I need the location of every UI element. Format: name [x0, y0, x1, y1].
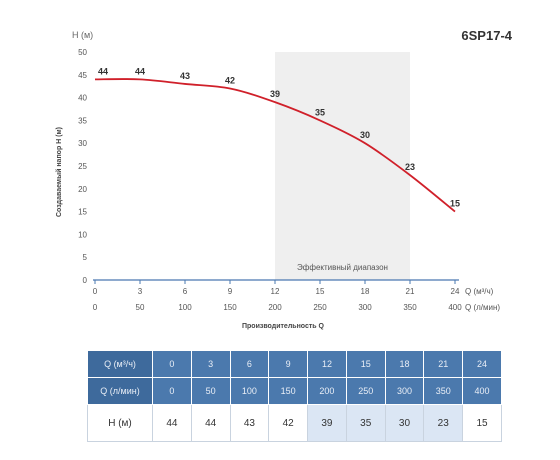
data-label: 42 — [225, 75, 235, 85]
table-cell: 0 — [152, 350, 192, 378]
row-label-flow-m3h: Q (м³/ч) — [87, 350, 153, 378]
x-axis-title: Производительность Q — [242, 323, 325, 330]
table-cell: 42 — [268, 404, 309, 442]
y-tick-label: 30 — [78, 139, 87, 148]
data-label: 39 — [270, 89, 280, 99]
y-tick-label: 5 — [83, 253, 88, 262]
table-cell: 21 — [423, 350, 464, 378]
table-cell: 18 — [384, 350, 425, 378]
y-tick-label: 20 — [78, 185, 87, 194]
performance-table: Q (м³/ч) 0 3 6 9 12 15 18 21 24 Q (л/мин… — [87, 350, 502, 442]
table-cell: 350 — [423, 377, 464, 405]
table-cell: 400 — [462, 377, 502, 405]
table-row: Q (м³/ч) 0 3 6 9 12 15 18 21 24 — [87, 350, 502, 378]
data-label: 35 — [315, 107, 325, 117]
x-tick-label-lmin: 300 — [358, 303, 372, 312]
table-cell: 50 — [190, 377, 231, 405]
table-cell: 9 — [268, 350, 309, 378]
x-tick-label-lmin: 150 — [223, 303, 237, 312]
y-tick-label: 15 — [78, 208, 87, 217]
data-label: 23 — [405, 162, 415, 172]
data-label: 44 — [98, 66, 108, 76]
y-tick-label: 0 — [83, 276, 88, 285]
table-cell: 200 — [307, 377, 347, 405]
x-tick-label-lmin: 250 — [313, 303, 327, 312]
data-label: 44 — [135, 66, 145, 76]
table-cell: 6 — [229, 350, 270, 378]
table-cell: 39 — [307, 404, 347, 442]
table-cell: 30 — [384, 404, 425, 442]
table-cell: 43 — [229, 404, 270, 442]
x-tick-label-m3h: 12 — [271, 287, 280, 296]
x-axis-primary-label: Q (м³/ч) — [465, 287, 494, 296]
table-row: Q (л/мин) 0 50 100 150 200 250 300 350 4… — [87, 377, 502, 405]
data-label: 15 — [450, 199, 460, 209]
table-cell: 100 — [229, 377, 270, 405]
effective-range-band — [275, 52, 410, 280]
x-axis-secondary-label: Q (л/мин) — [465, 303, 500, 312]
table-cell: 44 — [190, 404, 231, 442]
x-tick-label-m3h: 0 — [93, 287, 98, 296]
table-row: H (м) 44 44 43 42 39 35 30 23 15 — [87, 404, 502, 442]
x-tick-label-m3h: 9 — [228, 287, 233, 296]
x-tick-label-lmin: 350 — [403, 303, 417, 312]
y-tick-label: 35 — [78, 116, 87, 125]
row-label-flow-lmin: Q (л/мин) — [87, 377, 153, 405]
x-tick-label-lmin: 400 — [448, 303, 462, 312]
data-label: 43 — [180, 71, 190, 81]
x-tick-label-lmin: 0 — [93, 303, 98, 312]
data-label: 30 — [360, 130, 370, 140]
x-tick-label-m3h: 21 — [406, 287, 415, 296]
x-tick-label-lmin: 100 — [178, 303, 192, 312]
model-title: 6SP17-4 — [461, 28, 512, 43]
series-line — [94, 78, 456, 213]
y-tick-label: 10 — [78, 230, 87, 239]
y-tick-label: 50 — [78, 48, 87, 57]
table-cell: 44 — [152, 404, 192, 442]
table-cell: 300 — [384, 377, 425, 405]
table-cell: 12 — [307, 350, 347, 378]
y-tick-label: 40 — [78, 94, 87, 103]
y-tick-label: 25 — [78, 162, 87, 171]
table-cell: 0 — [152, 377, 192, 405]
table-cell: 15 — [462, 404, 502, 442]
y-axis-title: Создаваемый напор H (м) — [55, 127, 63, 217]
effective-range-label: Эффективный диапазон — [297, 263, 388, 272]
table-cell: 24 — [462, 350, 502, 378]
table-cell: 35 — [345, 404, 386, 442]
table-cell: 250 — [345, 377, 386, 405]
table-cell: 150 — [268, 377, 309, 405]
x-tick-label-m3h: 15 — [316, 287, 325, 296]
row-label-head: H (м) — [87, 404, 153, 442]
x-tick-label-m3h: 24 — [451, 287, 460, 296]
x-tick-label-lmin: 50 — [136, 303, 145, 312]
table-cell: 15 — [345, 350, 386, 378]
table-cell: 23 — [423, 404, 464, 442]
x-tick-label-m3h: 3 — [138, 287, 143, 296]
x-tick-label-m3h: 6 — [183, 287, 188, 296]
x-tick-label-lmin: 200 — [268, 303, 282, 312]
x-tick-label-m3h: 18 — [361, 287, 370, 296]
table-cell: 3 — [190, 350, 231, 378]
y-unit-label: H (м) — [72, 30, 94, 40]
y-tick-label: 45 — [78, 71, 87, 80]
